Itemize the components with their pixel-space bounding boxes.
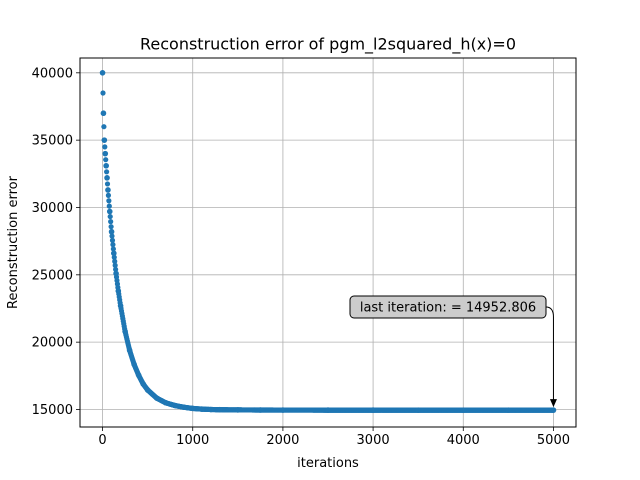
data-point (135, 372, 142, 378)
data-point (104, 181, 111, 187)
data-point (140, 381, 146, 387)
data-point (257, 407, 264, 413)
data-point (112, 262, 118, 268)
data-point (216, 406, 223, 413)
data-point (103, 157, 109, 163)
y-tick-label: 40000 (32, 66, 73, 81)
data-point (109, 237, 116, 243)
data-point (131, 361, 137, 368)
x-tick-label: 4000 (447, 433, 480, 448)
data-point (100, 90, 106, 96)
data-point (104, 175, 110, 181)
data-point (100, 110, 107, 117)
data-point (325, 407, 331, 413)
data-point (110, 246, 116, 252)
y-tick-label: 15000 (32, 403, 73, 418)
data-point (180, 404, 187, 411)
data-point (108, 224, 114, 230)
data-point (207, 406, 214, 413)
annotation-arrowhead (549, 399, 557, 408)
data-point (106, 203, 112, 209)
y-tick-label: 25000 (32, 268, 73, 283)
data-point (126, 347, 133, 354)
data-point (117, 303, 124, 309)
chart-title: Reconstruction error of pgm_l2squared_h(… (140, 35, 516, 55)
data-point (505, 407, 512, 413)
data-point (113, 270, 119, 277)
data-point (105, 192, 112, 198)
data-point (550, 407, 557, 413)
annotation-text: last iteration: = 14952.806 (360, 301, 536, 316)
data-point (113, 266, 119, 273)
x-tick-label: 2000 (266, 433, 299, 448)
data-point (101, 137, 108, 143)
points-layer (99, 70, 557, 413)
x-tick-label: 1000 (176, 433, 209, 448)
grid-layer (80, 58, 576, 427)
data-point (280, 407, 286, 413)
data-point (104, 169, 110, 175)
data-point (105, 187, 111, 193)
data-point (99, 70, 106, 76)
data-point (153, 395, 160, 401)
x-tick-label: 5000 (537, 433, 570, 448)
annotation-layer: last iteration: = 14952.806 (349, 295, 557, 408)
x-tick-label: 0 (98, 433, 106, 448)
data-point (122, 328, 128, 335)
ticks-layer: 0 1000 2000 3000 4000 5000 15000 20000 25000 3000… (32, 66, 570, 448)
data-point (108, 219, 114, 225)
data-point (101, 124, 107, 130)
y-tick-label: 35000 (32, 134, 73, 149)
data-point (415, 407, 421, 413)
data-point (103, 162, 109, 169)
data-point (111, 254, 117, 260)
data-point (108, 228, 115, 235)
data-point (370, 407, 376, 413)
data-point (189, 405, 196, 412)
data-point (111, 250, 117, 257)
data-point (102, 144, 108, 150)
data-point (144, 387, 151, 393)
data-point (112, 258, 118, 264)
data-point (115, 288, 122, 294)
data-point (162, 399, 169, 406)
data-point (198, 406, 205, 412)
data-point (102, 150, 109, 157)
x-axis-label: iterations (297, 456, 359, 471)
data-point (106, 208, 113, 215)
annotation-arrow (545, 306, 554, 402)
data-point (109, 233, 115, 239)
data-point (107, 213, 113, 220)
data-point (460, 407, 467, 413)
y-axis-label: Reconstruction error (6, 175, 21, 309)
plot-frame (79, 57, 577, 428)
data-point (235, 407, 241, 413)
y-tick-label: 20000 (32, 336, 73, 351)
y-tick-label: 30000 (32, 201, 73, 216)
data-point (171, 402, 178, 409)
x-tick-label: 3000 (357, 433, 390, 448)
data-point (106, 198, 112, 204)
data-point (110, 242, 116, 248)
